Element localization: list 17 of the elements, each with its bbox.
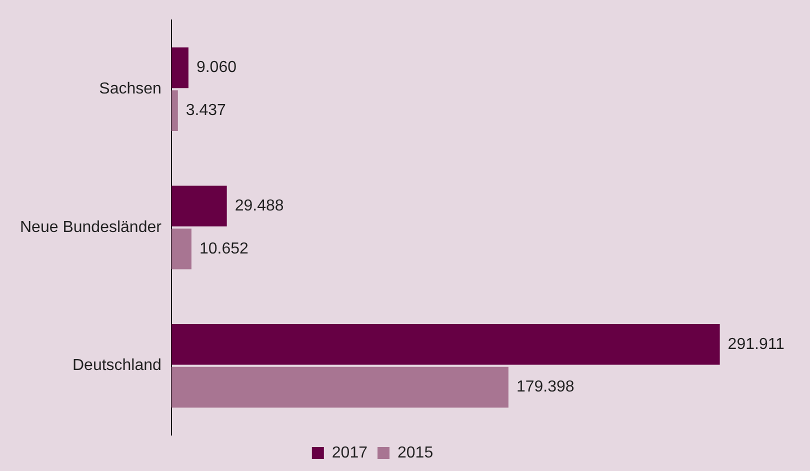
data-label: 291.911 [728, 336, 785, 353]
legend-label: 2015 [398, 444, 434, 462]
y-tick-label: Deutschland [72, 357, 162, 374]
legend-label: 2017 [332, 444, 368, 462]
bar [171, 228, 192, 270]
y-tick-label: Neue Bundesländer [20, 218, 162, 236]
data-label: 10.652 [199, 240, 248, 258]
bar [171, 90, 178, 131]
data-label: 9.060 [196, 59, 237, 76]
data-label: 29.488 [234, 197, 284, 214]
data-label: 3.437 [186, 102, 226, 120]
bar [171, 324, 720, 365]
y-tick-label: Sachsen [99, 80, 162, 98]
bar [171, 186, 227, 226]
bar [171, 47, 188, 88]
bar [171, 366, 508, 408]
data-label: 179.398 [516, 378, 574, 396]
